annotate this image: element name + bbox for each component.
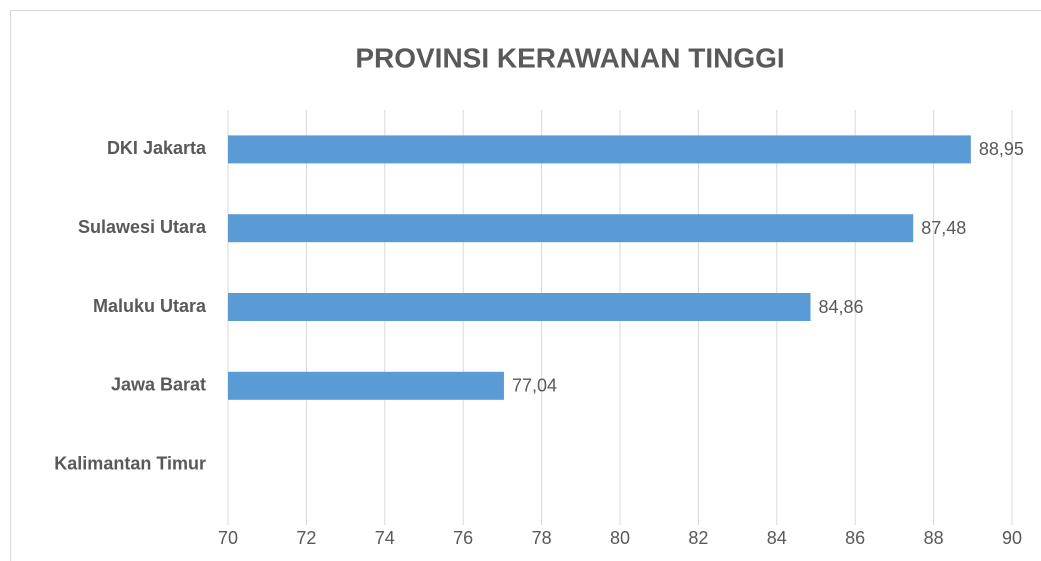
y-tick-label: Kalimantan Timur [54, 453, 206, 473]
x-tick-label: 84 [767, 528, 787, 548]
x-tick-label: 78 [532, 528, 552, 548]
x-tick-label: 74 [375, 528, 395, 548]
y-tick-label: Sulawesi Utara [78, 217, 207, 237]
data-label: 87,48 [921, 218, 966, 238]
bar [228, 293, 811, 321]
y-tick-label: Maluku Utara [93, 296, 207, 316]
bar [228, 371, 504, 400]
x-tick-label: 72 [296, 528, 316, 548]
x-tick-label: 76 [453, 528, 473, 548]
data-label: 88,95 [979, 139, 1024, 159]
x-tick-label: 88 [924, 528, 944, 548]
x-tick-label: 86 [845, 528, 865, 548]
bar [228, 214, 914, 243]
x-tick-label: 70 [218, 528, 238, 548]
data-label: 77,04 [512, 376, 557, 396]
chart-frame [10, 10, 1041, 561]
x-tick-label: 80 [610, 528, 630, 548]
x-tick-label: 90 [1002, 528, 1022, 548]
chart-title: PROVINSI KERAWANAN TINGGI [355, 42, 784, 73]
y-tick-label: Jawa Barat [111, 375, 206, 395]
bar [228, 135, 971, 164]
x-tick-label: 82 [688, 528, 708, 548]
data-label: 84,86 [819, 297, 864, 317]
y-tick-label: DKI Jakarta [107, 138, 207, 158]
